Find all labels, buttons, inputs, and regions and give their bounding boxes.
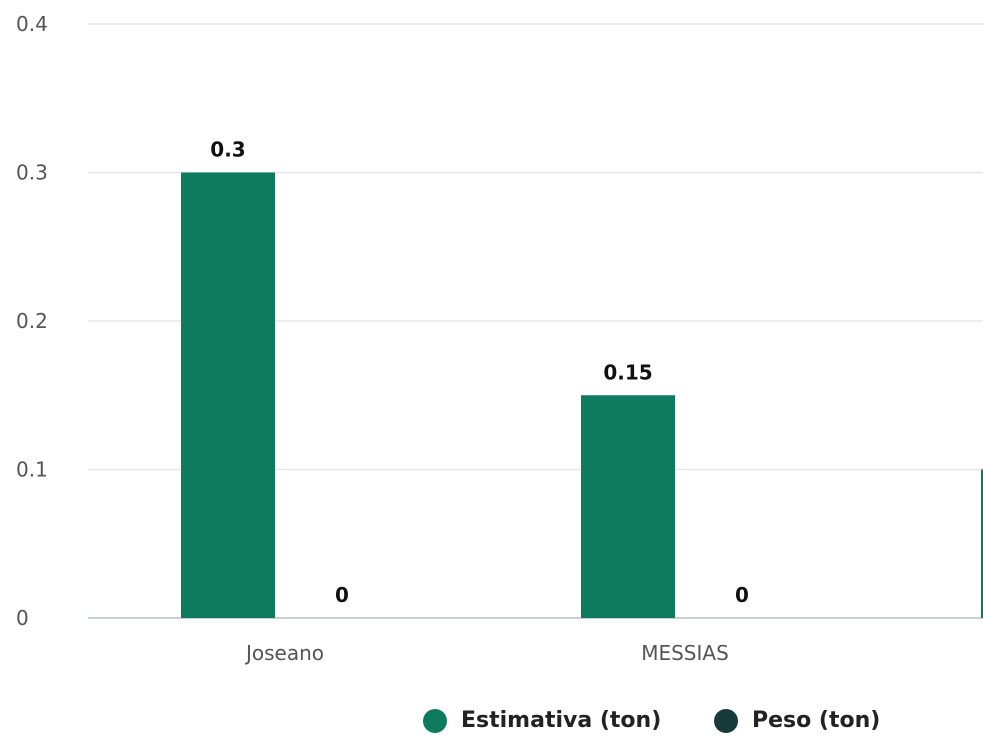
y-tick-label: 0.1 — [16, 458, 48, 482]
data-label: 0 — [735, 583, 749, 607]
bars — [181, 172, 983, 619]
legend: Estimativa (ton) Peso (ton) — [0, 700, 983, 740]
x-axis-ticks: Joseano MESSIAS — [244, 641, 729, 665]
y-axis-ticks: 0 0.1 0.2 0.3 0.4 — [16, 12, 48, 630]
legend-item-peso[interactable]: Peso (ton) — [714, 708, 880, 733]
bar[interactable] — [581, 395, 675, 618]
data-label: 0.15 — [603, 360, 652, 384]
legend-label-peso: Peso (ton) — [752, 708, 881, 733]
legend-label-estimativa: Estimativa (ton) — [461, 708, 662, 733]
x-tick-label: MESSIAS — [641, 641, 729, 665]
legend-item-estimativa[interactable]: Estimativa (ton) — [423, 708, 661, 733]
x-tick-label: Joseano — [244, 641, 324, 665]
legend-swatch-estimativa — [423, 708, 447, 733]
bar-chart: 0 0.1 0.2 0.3 0.4 0.3 0 0.15 0 Joseano MESSIAS — [16, 12, 983, 665]
legend-swatch-peso — [714, 708, 738, 733]
data-label: 0 — [335, 583, 349, 607]
data-labels: 0.3 0 0.15 0 — [210, 138, 749, 608]
y-tick-label: 0 — [16, 606, 29, 630]
y-tick-label: 0.4 — [16, 12, 48, 36]
bar[interactable] — [981, 469, 983, 619]
bar[interactable] — [181, 172, 275, 619]
data-label: 0.3 — [210, 138, 245, 162]
y-tick-label: 0.2 — [16, 309, 48, 333]
y-tick-label: 0.3 — [16, 161, 48, 185]
